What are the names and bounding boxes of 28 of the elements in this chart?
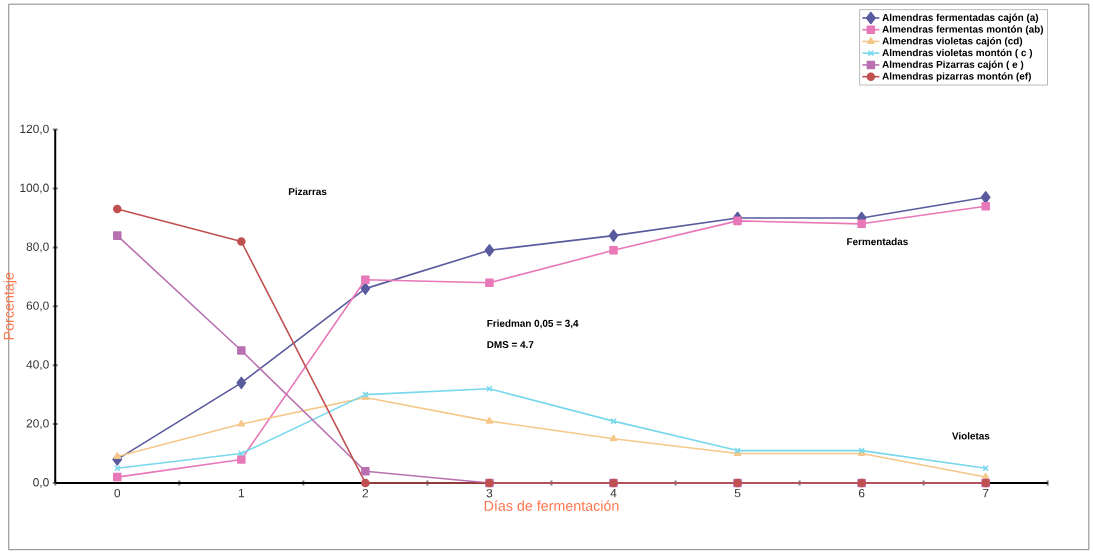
x-tick-label: 0 [114,489,121,498]
x-tick-label: 1 [238,489,245,498]
x-tick-label: 7 [982,489,989,498]
legend-label: Almendras fermentadas cajón (a) [882,13,1039,23]
y-tick-label: 120,0 [20,124,49,135]
legend-label: Almendras fermentas montón (ab) [882,25,1044,35]
y-tick-label: 0,0 [33,478,49,488]
y-tick-label: 100,0 [20,183,49,194]
y-tick-label: 80,0 [26,242,49,253]
legend-label: Almendras violetas cajón (cd) [882,37,1023,47]
x-tick-label: 6 [858,489,865,498]
legend-label: Almendras violetas montón ( c ) [882,48,1033,59]
x-tick-label: 3 [486,489,493,498]
x-tick-label: 2 [362,489,369,498]
annotation: Friedman 0,05 = 3,4 [487,319,579,329]
annotation: Pizarras [288,187,327,196]
x-tick-label: 4 [610,489,617,498]
annotation: Violetas [952,432,990,440]
x-axis-title: Días de fermentación [484,500,619,511]
annotation: DMS = 4.7 [487,341,534,349]
legend-label: Almendras Pizarras cajón ( e ) [882,60,1024,70]
y-axis-title: Porcentaje [3,272,17,340]
annotation: Fermentadas [847,237,908,246]
y-tick-label: 20,0 [26,419,49,430]
y-tick-label: 40,0 [26,360,49,371]
y-tick-label: 60,0 [26,301,49,312]
x-tick-label: 5 [734,489,741,498]
legend-label: Almendras pizarras montón (ef) [882,72,1031,82]
